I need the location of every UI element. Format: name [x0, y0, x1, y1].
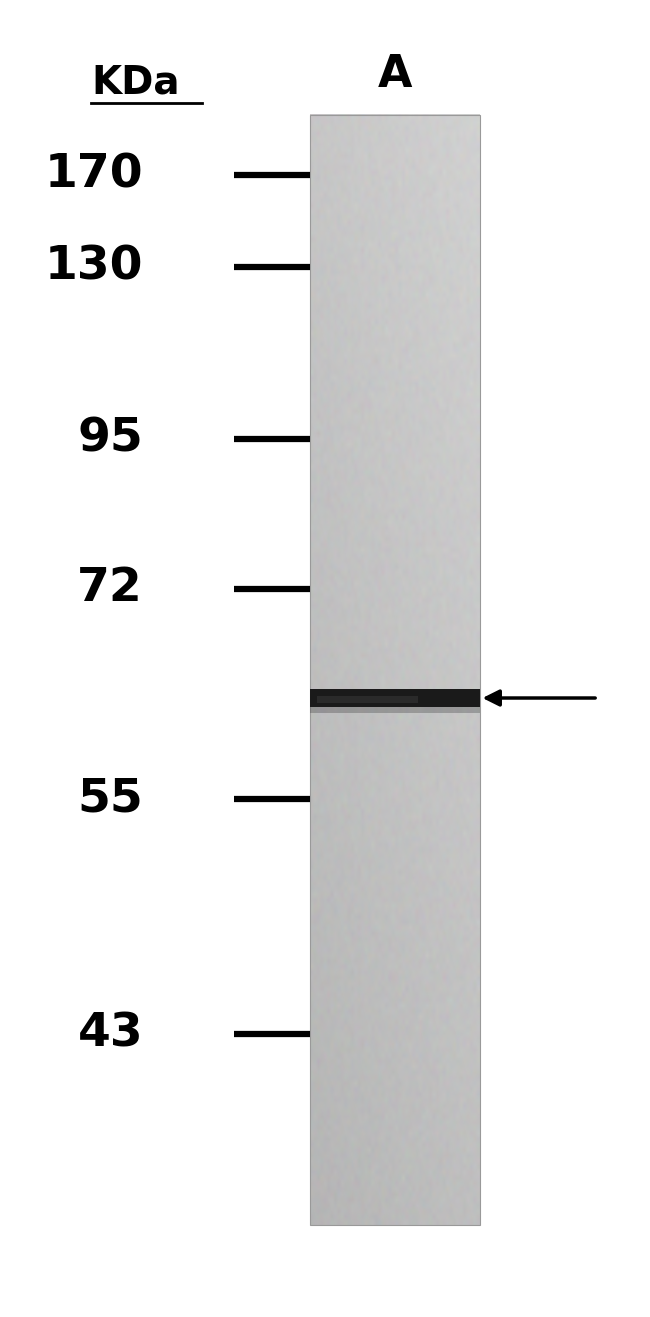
- Text: KDa: KDa: [91, 63, 179, 101]
- Text: A: A: [378, 53, 413, 96]
- Text: 170: 170: [44, 153, 143, 198]
- Bar: [310, 690, 480, 706]
- Text: 55: 55: [77, 777, 143, 822]
- Bar: [310, 115, 480, 1225]
- Text: 72: 72: [77, 566, 143, 611]
- Text: 130: 130: [44, 245, 143, 290]
- Text: 95: 95: [77, 416, 143, 461]
- Bar: [310, 706, 480, 714]
- Bar: [317, 697, 419, 703]
- Text: 43: 43: [77, 1011, 143, 1056]
